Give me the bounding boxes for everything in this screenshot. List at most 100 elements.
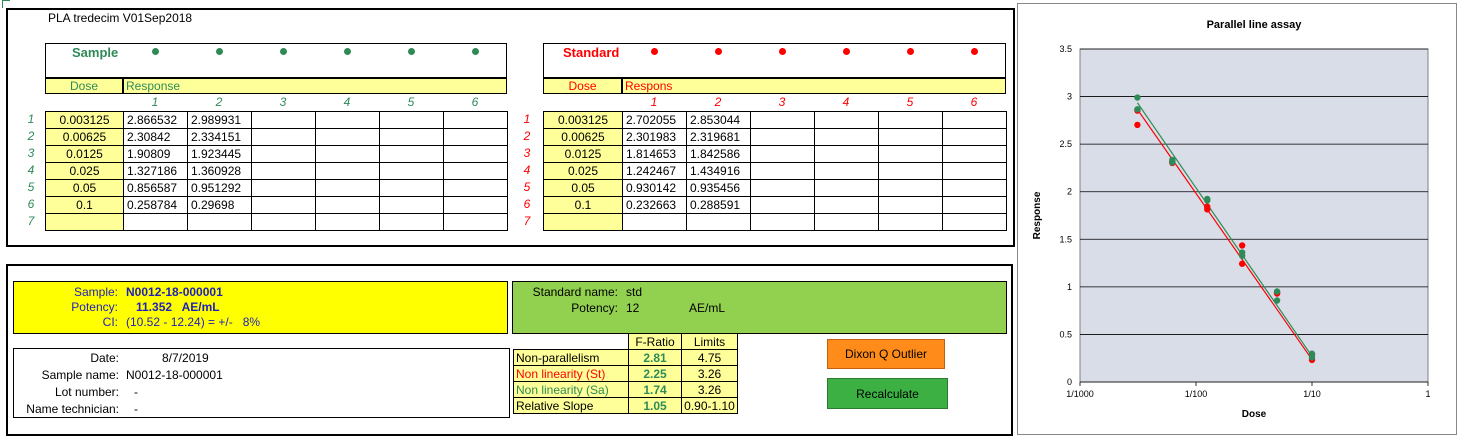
- response-cell[interactable]: 0.288591: [686, 196, 751, 214]
- response-cell[interactable]: 2.989931: [187, 111, 252, 129]
- response-cell[interactable]: [878, 196, 943, 214]
- response-cell[interactable]: [123, 213, 188, 231]
- response-cell[interactable]: [878, 111, 943, 129]
- response-cell[interactable]: [251, 213, 316, 231]
- response-cell[interactable]: [251, 179, 316, 197]
- response-cell[interactable]: [251, 128, 316, 146]
- response-cell[interactable]: 1.434916: [686, 162, 751, 180]
- recalculate-button[interactable]: Recalculate: [827, 378, 948, 409]
- response-cell[interactable]: [814, 128, 879, 146]
- response-cell[interactable]: [379, 196, 444, 214]
- response-cell[interactable]: 2.866532: [123, 111, 188, 129]
- response-cell[interactable]: [814, 179, 879, 197]
- response-cell[interactable]: [251, 145, 316, 163]
- response-cell[interactable]: [443, 162, 508, 180]
- response-cell[interactable]: 0.951292: [187, 179, 252, 197]
- response-cell[interactable]: [315, 196, 380, 214]
- response-cell[interactable]: 1.242467: [622, 162, 687, 180]
- response-cell[interactable]: 1.327186: [123, 162, 188, 180]
- response-cell[interactable]: [942, 128, 1007, 146]
- response-cell[interactable]: [379, 162, 444, 180]
- dose-cell[interactable]: 0.025: [543, 162, 623, 180]
- response-cell[interactable]: [251, 196, 316, 214]
- dose-cell[interactable]: 0.00625: [543, 128, 623, 146]
- dixon-q-outlier-button[interactable]: Dixon Q Outlier: [827, 339, 945, 369]
- dose-cell[interactable]: 0.00625: [45, 128, 124, 146]
- dose-cell[interactable]: 0.05: [45, 179, 124, 197]
- response-cell[interactable]: [878, 162, 943, 180]
- response-cell[interactable]: [942, 145, 1007, 163]
- response-cell[interactable]: [878, 145, 943, 163]
- response-cell[interactable]: [315, 162, 380, 180]
- response-cell[interactable]: 0.29698: [187, 196, 252, 214]
- response-cell[interactable]: 2.702055: [622, 111, 687, 129]
- response-cell[interactable]: 2.319681: [686, 128, 751, 146]
- response-cell[interactable]: [315, 213, 380, 231]
- dose-cell[interactable]: 0.1: [543, 196, 623, 214]
- response-cell[interactable]: [251, 162, 316, 180]
- response-cell[interactable]: [379, 145, 444, 163]
- dose-cell[interactable]: 0.1: [45, 196, 124, 214]
- response-cell[interactable]: [443, 111, 508, 129]
- response-cell[interactable]: [315, 145, 380, 163]
- response-cell[interactable]: [750, 162, 815, 180]
- response-cell[interactable]: 2.30842: [123, 128, 188, 146]
- response-cell[interactable]: [443, 196, 508, 214]
- response-cell[interactable]: 2.301983: [622, 128, 687, 146]
- response-cell[interactable]: 2.334151: [187, 128, 252, 146]
- response-cell[interactable]: 0.930142: [622, 179, 687, 197]
- response-cell[interactable]: [878, 213, 943, 231]
- response-cell[interactable]: [942, 111, 1007, 129]
- response-cell[interactable]: [315, 179, 380, 197]
- dose-cell[interactable]: 0.003125: [45, 111, 124, 129]
- response-cell[interactable]: [379, 128, 444, 146]
- response-cell[interactable]: [942, 162, 1007, 180]
- response-cell[interactable]: [686, 213, 751, 231]
- response-cell[interactable]: [379, 111, 444, 129]
- response-cell[interactable]: 0.856587: [123, 179, 188, 197]
- response-cell[interactable]: [750, 145, 815, 163]
- response-cell[interactable]: [750, 111, 815, 129]
- response-cell[interactable]: [251, 111, 316, 129]
- response-cell[interactable]: [814, 162, 879, 180]
- response-cell[interactable]: [443, 213, 508, 231]
- response-cell[interactable]: [878, 179, 943, 197]
- response-cell[interactable]: 1.923445: [187, 145, 252, 163]
- response-cell[interactable]: 0.935456: [686, 179, 751, 197]
- response-cell[interactable]: [814, 111, 879, 129]
- response-cell[interactable]: [750, 196, 815, 214]
- response-cell[interactable]: [942, 179, 1007, 197]
- response-cell[interactable]: [750, 213, 815, 231]
- dose-cell[interactable]: 0.003125: [543, 111, 623, 129]
- response-cell[interactable]: [443, 179, 508, 197]
- response-cell[interactable]: [814, 145, 879, 163]
- response-cell[interactable]: [443, 145, 508, 163]
- response-cell[interactable]: 0.232663: [622, 196, 687, 214]
- dose-cell[interactable]: 0.0125: [543, 145, 623, 163]
- response-cell[interactable]: [814, 213, 879, 231]
- dose-cell[interactable]: 0.025: [45, 162, 124, 180]
- response-cell[interactable]: [750, 179, 815, 197]
- response-cell[interactable]: [379, 213, 444, 231]
- response-cell[interactable]: 2.853044: [686, 111, 751, 129]
- response-cell[interactable]: [878, 128, 943, 146]
- dose-cell[interactable]: [45, 213, 124, 231]
- response-cell[interactable]: [750, 128, 815, 146]
- dose-cell[interactable]: 0.0125: [45, 145, 124, 163]
- response-cell[interactable]: 1.90809: [123, 145, 188, 163]
- response-cell[interactable]: [814, 196, 879, 214]
- response-cell[interactable]: 1.360928: [187, 162, 252, 180]
- dose-cell[interactable]: 0.05: [543, 179, 623, 197]
- response-cell[interactable]: [443, 128, 508, 146]
- response-cell[interactable]: [379, 179, 444, 197]
- response-cell[interactable]: 0.258784: [123, 196, 188, 214]
- response-cell[interactable]: [315, 111, 380, 129]
- response-cell[interactable]: [942, 196, 1007, 214]
- response-cell[interactable]: [315, 128, 380, 146]
- response-cell[interactable]: [942, 213, 1007, 231]
- response-cell[interactable]: 1.842586: [686, 145, 751, 163]
- dose-cell[interactable]: [543, 213, 623, 231]
- response-cell[interactable]: [187, 213, 252, 231]
- response-cell[interactable]: [622, 213, 687, 231]
- response-cell[interactable]: 1.814653: [622, 145, 687, 163]
